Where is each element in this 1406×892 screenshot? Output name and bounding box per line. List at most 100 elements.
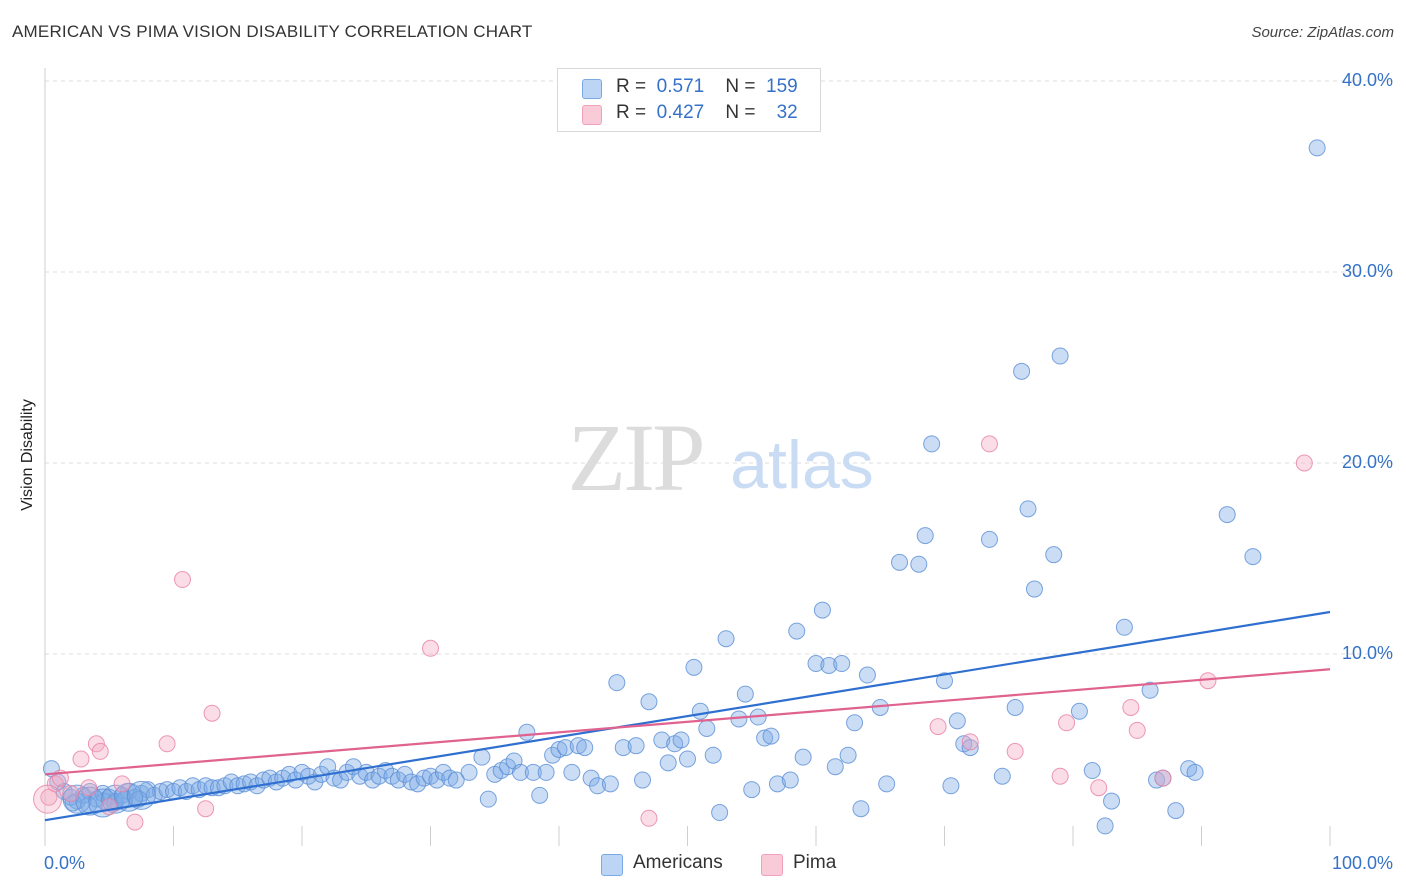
point-pima [197, 800, 215, 818]
point-americans [942, 777, 960, 795]
point-americans [846, 714, 864, 732]
point-pima [640, 809, 658, 827]
point-americans [916, 527, 934, 545]
stats-legend: R = 0.571 N = 159 R = 0.427 N = 32 [557, 68, 821, 132]
bottom-legend-label-pima: Pima [793, 852, 837, 873]
x-tick-label: 0.0% [44, 853, 85, 873]
point-americans [1006, 698, 1024, 716]
point-pima [1006, 742, 1024, 760]
point-americans [62, 784, 92, 814]
point-americans [589, 777, 607, 795]
point-pima [1128, 721, 1146, 739]
point-pima [1090, 779, 1108, 797]
point-americans [511, 763, 529, 781]
point-americans [537, 763, 555, 781]
point-americans [1045, 546, 1063, 564]
point-americans [807, 655, 825, 673]
point-americans [653, 731, 671, 749]
point-americans [608, 674, 626, 692]
bottom-legend-swatch-americans [601, 854, 623, 876]
y-tick-label: 30.0% [1342, 261, 1393, 281]
point-americans [441, 769, 459, 787]
watermark: ZIP atlas [568, 404, 874, 511]
legend-r-value: 0.571 [656, 76, 705, 97]
point-americans [717, 630, 735, 648]
legend-swatch-pima [582, 105, 602, 125]
point-americans [601, 775, 619, 793]
point-americans [569, 737, 587, 755]
point-americans [936, 672, 953, 690]
point-pima [1122, 698, 1140, 716]
point-americans [434, 763, 452, 781]
point-americans [768, 775, 786, 793]
point-americans [923, 435, 941, 453]
point-americans [659, 754, 677, 772]
point-americans [794, 748, 812, 766]
point-pima [91, 742, 109, 760]
point-pima [126, 813, 144, 831]
point-americans [114, 782, 144, 812]
point-pima [72, 750, 90, 768]
point-americans [415, 769, 433, 787]
bottom-legend-label-americans: Americans [633, 852, 723, 873]
point-americans [788, 622, 806, 640]
trend-lines [44, 610, 1331, 822]
point-americans [1019, 500, 1037, 518]
point-pima [33, 784, 63, 814]
point-americans [961, 739, 979, 757]
point-pima [1058, 714, 1076, 732]
axes [44, 68, 1331, 846]
point-americans [781, 771, 799, 789]
point-americans [826, 758, 844, 776]
legend-n-value: 159 [766, 76, 798, 97]
point-pima [113, 775, 131, 793]
legend-swatch-americans [582, 79, 602, 99]
legend-n-label: N = [725, 76, 756, 97]
point-americans [1186, 763, 1204, 781]
point-pima [87, 735, 105, 753]
point-americans [1103, 792, 1121, 810]
point-pima [1154, 769, 1172, 787]
point-americans [704, 746, 722, 764]
point-americans [556, 739, 574, 757]
point-americans [1013, 362, 1031, 380]
point-americans [627, 737, 645, 755]
point-americans [1051, 347, 1069, 365]
point-americans [948, 712, 966, 730]
point-americans [672, 731, 690, 749]
point-americans [576, 739, 594, 757]
point-americans [1025, 580, 1043, 598]
point-americans [479, 790, 497, 808]
y-tick-label: 40.0% [1342, 70, 1393, 90]
point-americans [820, 656, 838, 674]
point-americans [544, 746, 562, 764]
point-pima [100, 798, 118, 816]
point-americans [858, 666, 876, 684]
point-americans [640, 693, 658, 711]
y-tick-label: 20.0% [1342, 452, 1393, 472]
point-americans [614, 739, 632, 757]
legend-r-label: R = [616, 102, 647, 123]
point-americans [518, 723, 536, 741]
point-americans [1308, 139, 1326, 157]
source-label: Source: ZipAtlas.com [1251, 24, 1394, 41]
chart-title: AMERICAN VS PIMA VISION DISABILITY CORRE… [12, 22, 533, 41]
legend-n-label: N = [725, 102, 756, 123]
point-americans [409, 775, 427, 793]
point-americans [685, 658, 703, 676]
point-americans [839, 746, 857, 764]
point-americans [736, 685, 754, 703]
y-tick-label: 10.0% [1342, 643, 1393, 663]
trend-line-americans [44, 610, 1331, 822]
point-pima [1295, 454, 1313, 472]
point-americans [473, 748, 491, 766]
point-americans [1167, 802, 1185, 820]
point-americans [813, 601, 831, 619]
point-americans [698, 719, 716, 737]
point-americans [910, 555, 928, 573]
point-pima [961, 733, 979, 751]
point-americans [679, 750, 696, 768]
trend-line-pima [44, 668, 1331, 776]
point-americans [152, 783, 170, 801]
